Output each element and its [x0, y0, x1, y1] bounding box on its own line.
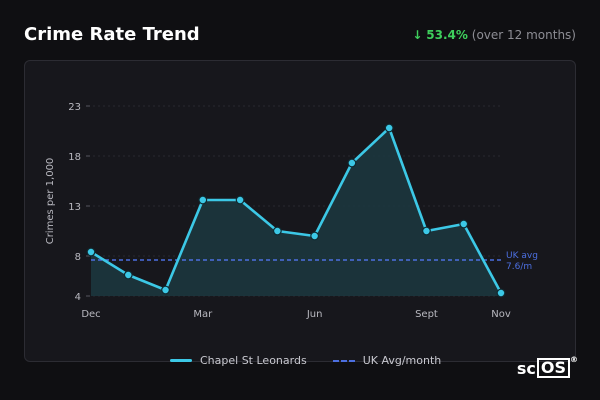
uk-average-value-label: 7.6/m — [506, 262, 532, 272]
legend-label-series: Chapel St Leonards — [200, 354, 307, 367]
data-point — [272, 226, 282, 236]
trend-change-indicator: ↓ 53.4% (over 12 months) — [412, 28, 576, 42]
chart-title: Crime Rate Trend — [24, 24, 200, 45]
data-point — [235, 195, 245, 205]
chart-card — [24, 60, 576, 362]
registered-mark: ® — [570, 355, 578, 364]
data-point — [384, 123, 394, 133]
y-tick-label: 8 — [75, 252, 81, 263]
x-tick-label: Mar — [193, 309, 213, 320]
data-point — [496, 288, 506, 298]
legend-dash-swatch — [332, 359, 355, 362]
down-arrow-icon: ↓ — [412, 28, 423, 42]
scos-logo: sc OS ® — [516, 355, 578, 378]
data-point — [198, 195, 208, 205]
y-tick-label: 13 — [68, 202, 81, 213]
legend-item-series[interactable]: Chapel St Leonards — [170, 354, 307, 367]
x-tick-label: Nov — [491, 309, 511, 320]
x-tick-label: Sept — [415, 309, 438, 320]
series-line — [89, 126, 503, 295]
uk-average-label: UK avg — [506, 251, 538, 261]
change-period-note: (over 12 months) — [471, 28, 576, 42]
data-point — [422, 226, 431, 236]
y-tick-label: 4 — [75, 292, 81, 303]
y-tick-label: 23 — [68, 102, 81, 113]
data-point — [86, 247, 96, 257]
logo-boxed-text: OS — [536, 358, 570, 378]
change-percentage: 53.4% — [426, 28, 468, 42]
data-point — [161, 285, 170, 295]
data-point — [123, 270, 133, 280]
x-tick-label: Jun — [306, 309, 323, 320]
legend-label-uk-avg: UK Avg/month — [362, 354, 442, 367]
series-area — [91, 128, 501, 296]
y-axis-label: Crimes per 1,000 — [45, 158, 56, 245]
legend-item-uk-avg[interactable]: UK Avg/month — [332, 354, 442, 367]
data-point — [347, 158, 357, 168]
data-point — [459, 219, 469, 229]
data-point — [310, 231, 320, 241]
logo-text: sc — [516, 358, 536, 378]
y-tick-label: 18 — [68, 152, 81, 163]
chart-legend: Chapel St Leonards UK Avg/month — [170, 354, 441, 367]
legend-line-swatch — [170, 359, 192, 362]
x-tick-label: Dec — [81, 309, 100, 320]
